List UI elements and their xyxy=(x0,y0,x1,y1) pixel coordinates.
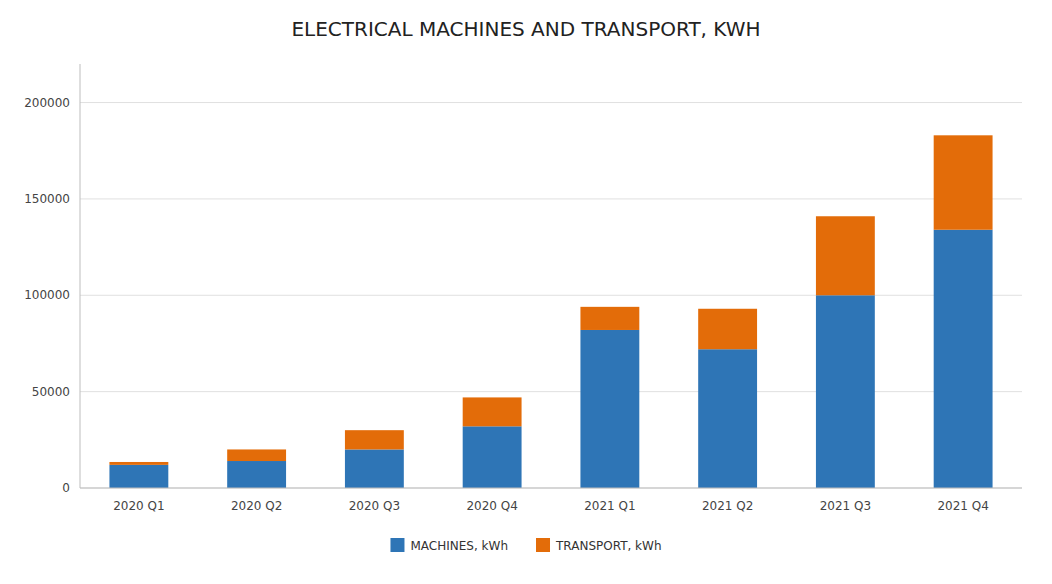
x-tick-label: 2021 Q3 xyxy=(820,499,871,513)
legend-swatch xyxy=(390,538,404,552)
grid-line xyxy=(80,102,1022,103)
bar xyxy=(345,449,404,488)
chart: ELECTRICAL MACHINES AND TRANSPORT, KWH 0 5… xyxy=(0,0,1052,584)
y-tick-label: 0 xyxy=(62,481,70,495)
bar xyxy=(227,449,286,461)
bar xyxy=(345,430,404,449)
y-tick-label: 150000 xyxy=(24,192,70,206)
x-tick-label: 2021 Q1 xyxy=(584,499,635,513)
x-tick-label: 2020 Q3 xyxy=(349,499,400,513)
legend-label: MACHINES, kWh xyxy=(410,539,508,553)
x-tick-label: 2021 Q2 xyxy=(702,499,753,513)
bar xyxy=(698,349,757,488)
legend-swatch xyxy=(536,538,550,552)
y-tick-label: 200000 xyxy=(24,96,70,110)
y-axis-line xyxy=(80,64,81,488)
bar xyxy=(463,426,522,488)
title: ELECTRICAL MACHINES AND TRANSPORT, KWH xyxy=(291,17,760,41)
x-tick-label: 2020 Q2 xyxy=(231,499,282,513)
grid-line xyxy=(80,391,1022,392)
grid-line xyxy=(80,198,1022,199)
legend: MACHINES, kWh TRANSPORT, kWh xyxy=(390,538,661,553)
grid-line xyxy=(80,295,1022,296)
chart-container: ELECTRICAL MACHINES AND TRANSPORT, KWH 0 5… xyxy=(0,0,1052,584)
legend-label: TRANSPORT, kWh xyxy=(555,539,662,553)
bar xyxy=(580,330,639,488)
grid-line xyxy=(80,488,1022,489)
bar xyxy=(934,230,993,488)
bars xyxy=(109,135,992,488)
background xyxy=(0,0,1052,584)
bar xyxy=(109,465,168,488)
grid xyxy=(80,103,1022,488)
bar xyxy=(227,461,286,488)
x-tick-label: 2021 Q4 xyxy=(937,499,988,513)
bar xyxy=(109,462,168,465)
legend-item: TRANSPORT, kWh xyxy=(536,538,662,553)
bar xyxy=(580,307,639,330)
y-tick-label: 50000 xyxy=(32,385,70,399)
bar xyxy=(463,397,522,426)
x-axis-line xyxy=(80,488,1022,489)
x-tick-label: 2020 Q1 xyxy=(113,499,164,513)
bar xyxy=(698,309,757,349)
bar xyxy=(816,295,875,488)
y-tick-label: 100000 xyxy=(24,288,70,302)
legend-item: MACHINES, kWh xyxy=(390,538,508,553)
bar xyxy=(816,216,875,295)
x-tick-label: 2020 Q4 xyxy=(466,499,517,513)
bar xyxy=(934,135,993,229)
